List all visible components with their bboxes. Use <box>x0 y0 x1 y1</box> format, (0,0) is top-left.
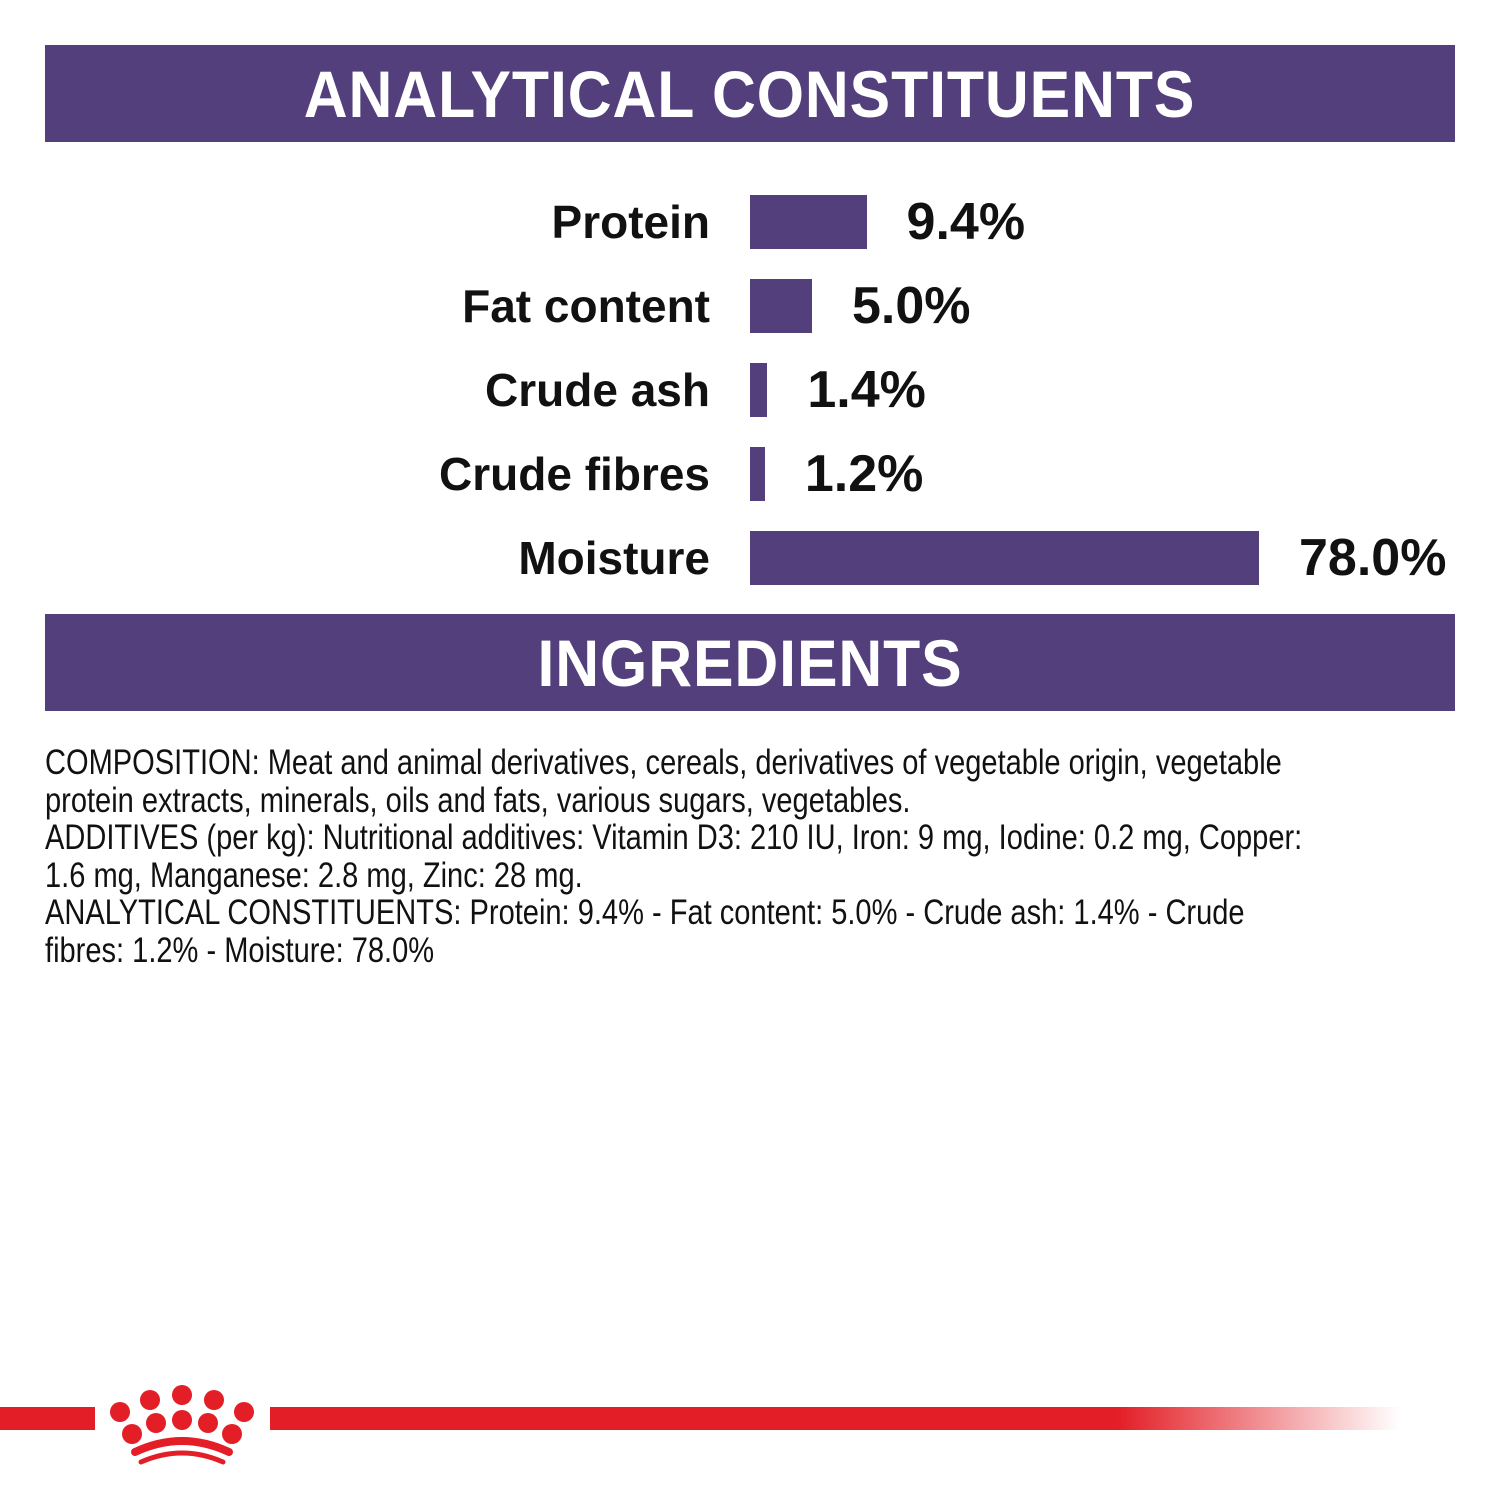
chart-row: Moisture 78.0% <box>0 531 1500 585</box>
crown-logo-icon <box>110 1385 254 1465</box>
chart-row: Protein 9.4% <box>0 195 1500 249</box>
ingredients-line: 1.6 mg, Manganese: 2.8 mg, Zinc: 28 mg. <box>45 855 583 895</box>
ingredients-line: COMPOSITION: Meat and animal derivatives… <box>45 743 1282 782</box>
category-label: Moisture <box>518 532 710 584</box>
analytical-constituents-header: ANALYTICAL CONSTITUENTS <box>45 45 1455 142</box>
bar <box>750 279 812 333</box>
red-stripe-left <box>0 1407 95 1430</box>
red-stripe-right <box>270 1407 1400 1430</box>
category-label: Crude ash <box>485 364 710 416</box>
ingredients-header: INGREDIENTS <box>45 614 1455 711</box>
chart-row: Crude fibres 1.2% <box>0 447 1500 501</box>
bar <box>750 195 867 249</box>
section-title: INGREDIENTS <box>537 625 963 700</box>
category-label: Crude fibres <box>439 448 710 500</box>
ingredients-text: COMPOSITION: Meat and animal derivatives… <box>45 744 1456 969</box>
ingredients-line: ANALYTICAL CONSTITUENTS: Protein: 9.4% -… <box>45 893 1245 932</box>
brand-footer <box>0 1385 1400 1465</box>
chart-row: Fat content 5.0% <box>0 279 1500 333</box>
ingredients-line: fibres: 1.2% - Moisture: 78.0% <box>45 930 435 970</box>
value-label: 1.4% <box>807 361 926 419</box>
value-label: 1.2% <box>804 445 924 503</box>
value-label: 78.0% <box>1299 529 1447 587</box>
section-title: ANALYTICAL CONSTITUENTS <box>304 56 1196 131</box>
ingredients-line: protein extracts, minerals, oils and fat… <box>45 780 911 820</box>
ingredients-line: ADDITIVES (per kg): Nutritional additive… <box>45 818 1303 857</box>
value-label: 9.4% <box>906 193 1026 251</box>
value-label: 5.0% <box>852 277 971 335</box>
category-label: Protein <box>551 196 710 248</box>
bar <box>750 447 765 501</box>
bar <box>750 363 768 417</box>
bar <box>750 531 1259 585</box>
chart-row: Crude ash 1.4% <box>0 363 1500 417</box>
category-label: Fat content <box>462 280 710 332</box>
